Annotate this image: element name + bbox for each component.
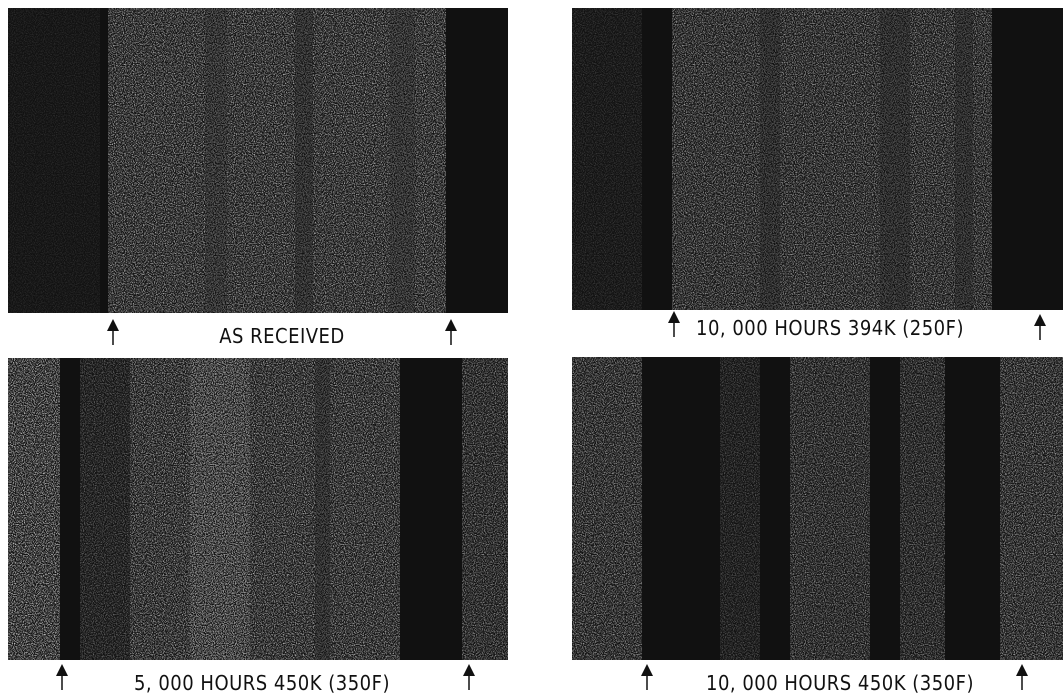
caption: 5, 000 HOURS 450K (350F) bbox=[134, 671, 390, 695]
micrograph-2 bbox=[572, 8, 1063, 310]
micrograph-3 bbox=[8, 358, 508, 660]
caption: 10, 000 HOURS 450K (350F) bbox=[706, 671, 974, 695]
caption: 10, 000 HOURS 394K (250F) bbox=[696, 316, 964, 340]
caption: AS RECEIVED bbox=[219, 324, 345, 348]
arrows bbox=[56, 311, 1046, 690]
micrograph-1 bbox=[8, 8, 508, 313]
micrograph-4 bbox=[572, 357, 1063, 660]
